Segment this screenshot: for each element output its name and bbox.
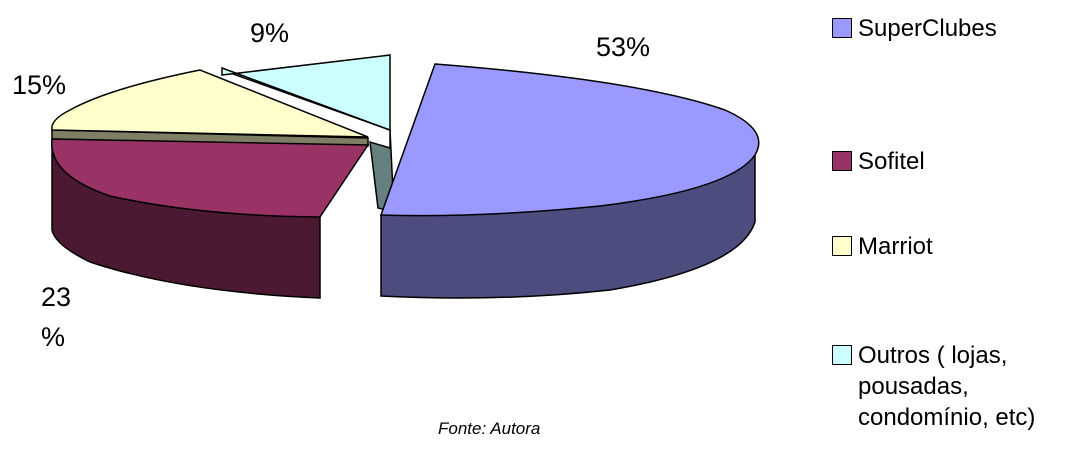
legend-label-marriot: Marriot (858, 233, 933, 260)
legend-item-marriot: Marriot (832, 231, 933, 262)
slice-superclubes (379, 63, 760, 217)
slice-side-outros (221, 69, 395, 213)
legend-swatch-sofitel (832, 151, 852, 171)
pct-label-sofitel-1: 23 (41, 282, 71, 312)
legend-item-superclubes: SuperClubes (832, 13, 997, 44)
legend-label-sofitel: Sofitel (858, 148, 925, 175)
legend-swatch-superclubes (832, 18, 852, 38)
legend-label-outros: Outros ( lojas, pousadas, condomínio, et… (858, 342, 1036, 431)
pct-label-outros: 9% (250, 18, 289, 48)
pct-label-sofitel-2: % (41, 322, 65, 352)
source-note: Fonte: Autora (438, 419, 541, 438)
legend-label-superclubes: SuperClubes (858, 15, 997, 42)
pie-tops (51, 54, 760, 218)
pct-label-superclubes: 53% (596, 32, 650, 62)
slice-outros (221, 54, 391, 132)
pct-label-marriot: 15% (12, 70, 66, 100)
legend-item-outros: Outros ( lojas, pousadas, condomínio, et… (832, 340, 1035, 433)
slice-sofitel (51, 138, 370, 218)
legend: SuperClubes Sofitel Marriot Outros ( loj… (832, 0, 1088, 451)
pct-labels: 53% 23 % 15% 9% (12, 18, 650, 352)
legend-item-sofitel: Sofitel (832, 146, 925, 177)
legend-swatch-outros (832, 345, 852, 365)
slice-marriot (51, 69, 369, 138)
pie-chart: 53% 23 % 15% 9% (12, 18, 760, 352)
legend-swatch-marriot (832, 236, 852, 256)
